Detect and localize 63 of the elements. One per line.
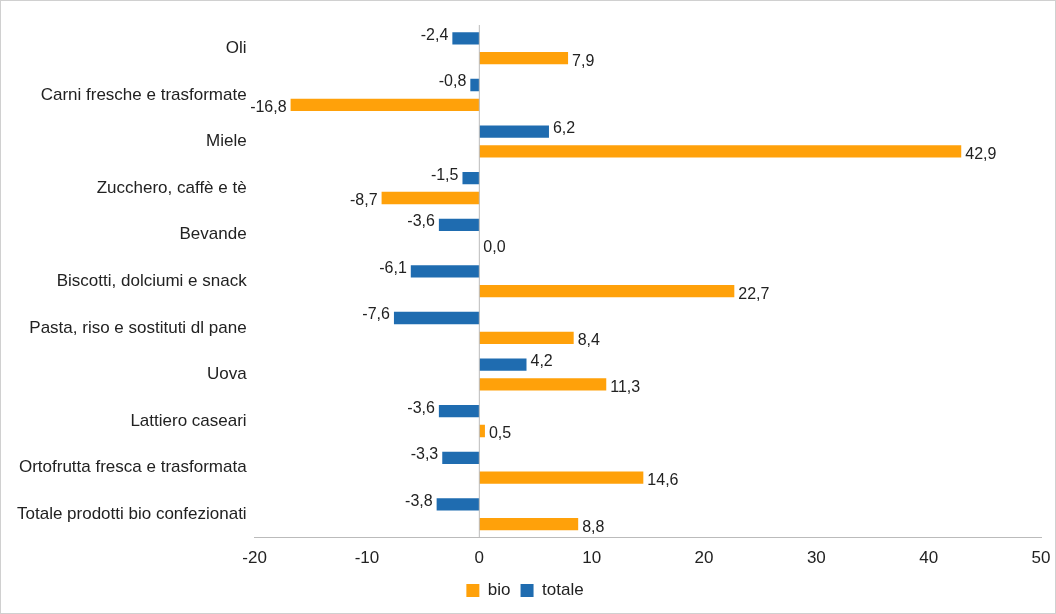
data-label: 42,9 [965, 144, 997, 162]
x-tick-label: 40 [919, 548, 939, 568]
data-label: -1,5 [430, 165, 459, 183]
y-tick-label: Lattiero caseari [130, 410, 247, 430]
x-tick-label: 50 [1031, 548, 1051, 568]
data-label: -2,4 [420, 25, 449, 43]
bar [479, 471, 644, 484]
bar [479, 358, 527, 371]
bar [470, 78, 480, 92]
bar [442, 451, 480, 464]
y-tick-label: Uova [206, 364, 248, 384]
bar [479, 331, 574, 344]
data-label: -3,8 [405, 491, 433, 509]
data-label: -16,8 [250, 98, 287, 116]
data-label: -3,6 [407, 398, 435, 416]
data-label: -7,6 [362, 305, 391, 323]
data-label: 4,2 [530, 352, 553, 369]
legend-label: totale [542, 580, 584, 600]
y-tick-label: Ortofrutta fresca e trasformata [18, 457, 248, 477]
bar [381, 191, 480, 205]
bar [462, 172, 480, 185]
legend-label: bio [487, 580, 511, 600]
data-label: 6,2 [552, 119, 576, 136]
bar [452, 32, 480, 45]
bar [479, 125, 549, 138]
y-tick-label: Pasta, riso e sostituti dl pane [29, 317, 247, 337]
data-label: -8,7 [350, 191, 378, 209]
y-tick-label: Biscotti, dolciumi e snack [56, 270, 248, 290]
data-label: 11,3 [610, 377, 641, 395]
bar [436, 498, 480, 511]
bar [393, 311, 480, 325]
data-label: -3,6 [407, 212, 435, 230]
x-tick-label: 10 [582, 548, 602, 568]
data-label: 0,5 [488, 424, 512, 442]
y-tick-label: Oli [225, 37, 247, 57]
data-label: -0,8 [438, 72, 467, 90]
x-tick-label: 0 [474, 548, 485, 568]
bar [479, 378, 607, 391]
data-label: 14,6 [647, 471, 679, 489]
y-tick-label: Bevande [179, 224, 247, 244]
bar [290, 98, 480, 111]
data-label: -3,3 [410, 445, 439, 463]
data-label: 22,7 [738, 284, 770, 302]
data-label: 8,4 [577, 331, 601, 349]
bar [438, 405, 480, 418]
bar [479, 145, 962, 158]
x-tick-label: 20 [694, 548, 714, 568]
x-tick-label: -20 [242, 548, 267, 568]
bar [479, 285, 735, 298]
y-tick-label: Miele [206, 131, 247, 151]
bar [438, 218, 480, 231]
data-label: 0,0 [483, 238, 506, 256]
y-tick-label: Zucchero, caffè e tè [96, 177, 247, 197]
y-tick-label: Totale prodotti bio confezionati [16, 503, 247, 523]
data-label: -6,1 [379, 258, 407, 276]
data-label: 8,8 [582, 517, 605, 535]
x-tick-label: 30 [806, 548, 826, 568]
bar [410, 265, 480, 278]
bar [479, 52, 569, 65]
x-tick-label: -10 [354, 548, 380, 568]
data-label: 7,9 [572, 51, 595, 69]
y-tick-label: Carni fresche e trasformate [40, 84, 247, 104]
bar [479, 518, 579, 531]
